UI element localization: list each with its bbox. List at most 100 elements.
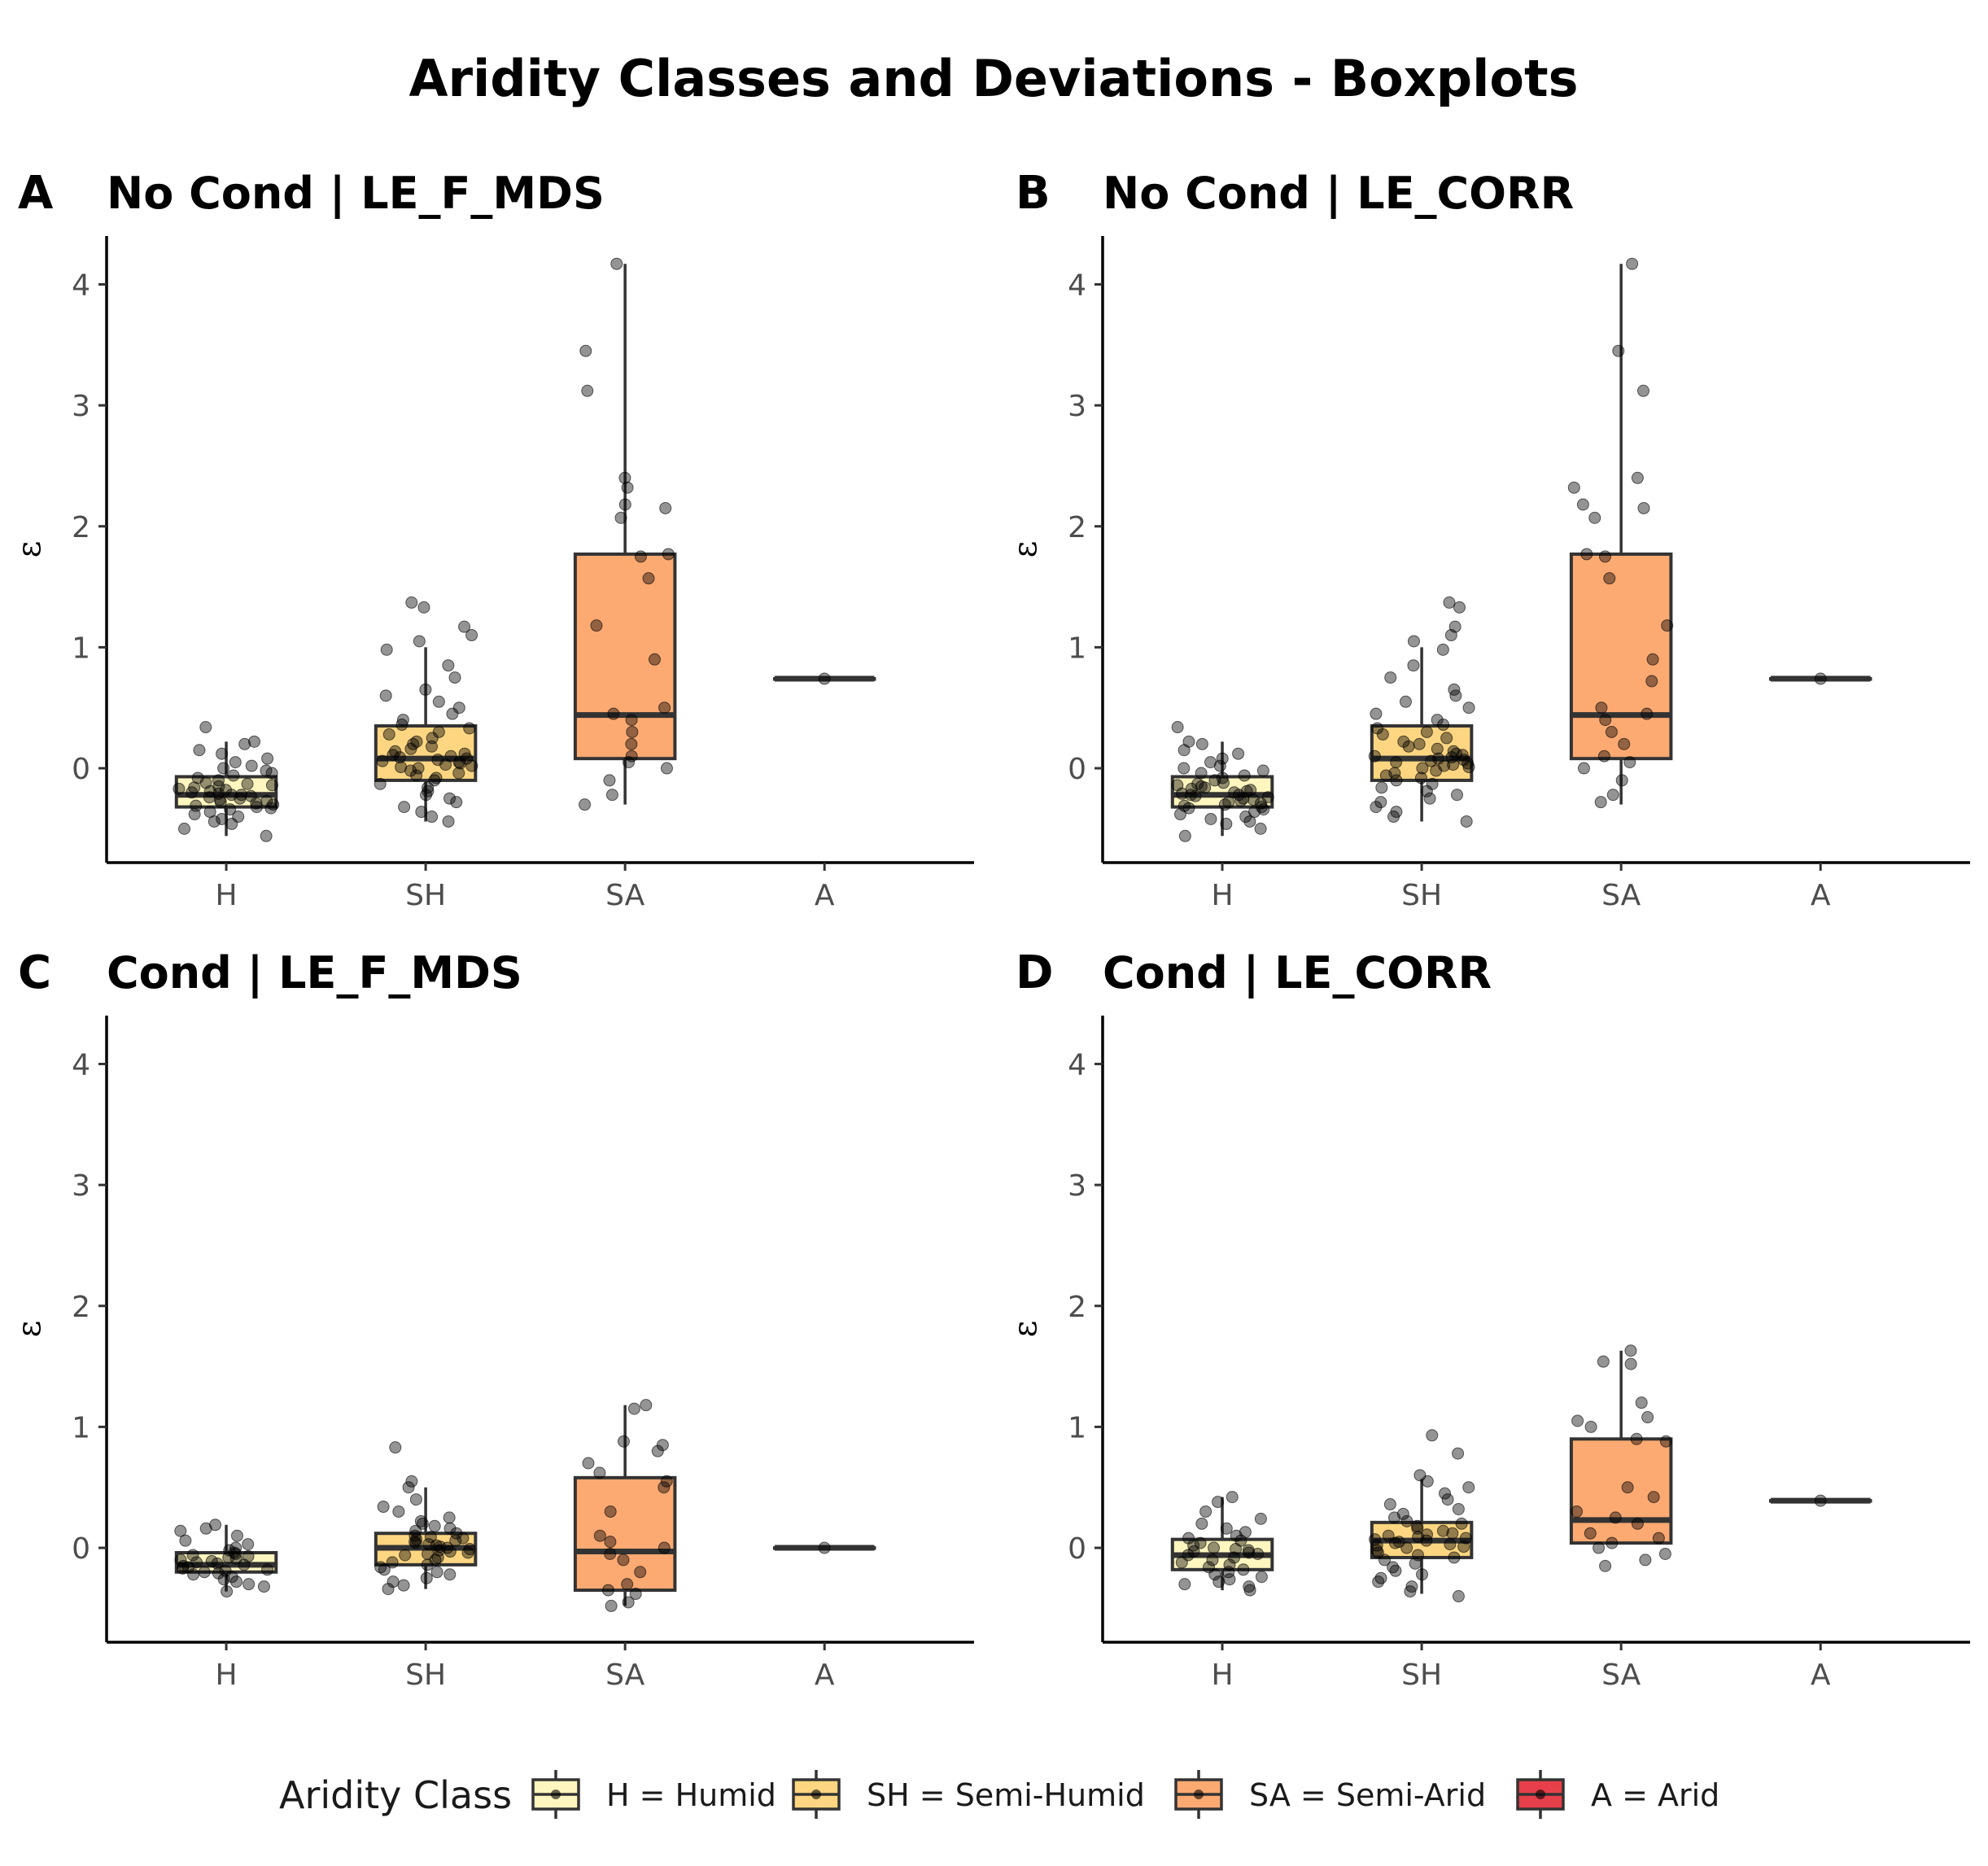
data-point — [409, 1524, 422, 1537]
data-point — [1178, 799, 1191, 812]
data-point — [1390, 756, 1403, 769]
data-point — [229, 1541, 242, 1554]
data-point — [1383, 1498, 1396, 1511]
data-point — [1171, 721, 1184, 734]
data-point — [229, 756, 242, 769]
data-point — [443, 1522, 457, 1535]
data-point — [241, 777, 254, 790]
data-point — [1370, 707, 1383, 720]
data-point — [618, 471, 631, 484]
data-point — [463, 722, 476, 735]
data-point — [1621, 1481, 1634, 1494]
data-point — [610, 257, 623, 270]
data-point — [1439, 1487, 1452, 1500]
data-point — [1254, 822, 1267, 835]
data-point — [173, 782, 186, 795]
data-point — [1195, 1517, 1208, 1530]
box-body — [1569, 1437, 1673, 1545]
panel-d: D Cond | LE_CORR ε 0 1 2 3 4 H SH SA A — [1007, 946, 1970, 1692]
data-point — [1413, 737, 1426, 750]
data-point — [448, 671, 461, 684]
data-point — [1570, 1505, 1583, 1518]
data-point — [1374, 1571, 1387, 1584]
data-point — [420, 1571, 433, 1584]
data-point — [605, 789, 618, 802]
data-point — [1247, 793, 1260, 806]
data-point — [242, 1538, 255, 1551]
data-point — [402, 1481, 415, 1494]
x-tick-label: SH — [405, 879, 446, 912]
legend-point — [551, 1790, 561, 1799]
box-body — [573, 1475, 677, 1593]
data-point — [1256, 764, 1269, 777]
x-tick-label: A — [815, 1658, 835, 1692]
data-point — [1598, 550, 1611, 563]
panel-letter: B — [1016, 167, 1051, 220]
data-point — [1374, 796, 1387, 809]
data-point — [1441, 1493, 1454, 1506]
data-point — [1397, 735, 1410, 748]
data-point — [221, 1585, 234, 1598]
data-point — [1659, 1435, 1672, 1448]
data-point — [1369, 1533, 1382, 1546]
data-point — [377, 1501, 390, 1514]
data-point — [1187, 1539, 1200, 1552]
data-point — [209, 1519, 222, 1532]
x-tick-label: SA — [605, 1658, 645, 1692]
data-point — [1606, 789, 1619, 802]
box-h — [1170, 1497, 1274, 1591]
data-point — [382, 728, 395, 741]
data-point — [1203, 1561, 1216, 1574]
data-point — [446, 707, 459, 720]
data-point — [1237, 1563, 1250, 1576]
data-point — [376, 754, 389, 767]
data-point — [227, 769, 240, 782]
data-point — [1448, 620, 1462, 633]
data-point — [1252, 1547, 1265, 1560]
data-point — [1189, 789, 1202, 802]
data-point — [658, 701, 671, 714]
data-point — [405, 596, 418, 609]
data-point — [1599, 714, 1612, 727]
y-tick-label: 0 — [1068, 1532, 1086, 1566]
data-point — [265, 779, 278, 792]
y-axis-label: ε — [1007, 1321, 1044, 1338]
data-point — [1452, 1502, 1465, 1515]
data-point — [190, 799, 203, 812]
data-point — [1603, 572, 1616, 585]
legend-title: Aridity Class — [279, 1773, 512, 1817]
data-point — [431, 754, 444, 767]
data-point — [618, 498, 631, 511]
data-point — [225, 1571, 238, 1584]
data-point — [1443, 596, 1456, 609]
data-point — [452, 756, 465, 769]
data-point — [1431, 714, 1444, 727]
data-point — [1641, 707, 1654, 720]
data-point — [1658, 1547, 1671, 1560]
data-point — [452, 701, 465, 714]
data-point — [199, 721, 212, 734]
data-point — [1440, 732, 1453, 745]
data-point — [1814, 672, 1827, 685]
data-point — [1424, 754, 1437, 767]
data-point — [1208, 1541, 1221, 1554]
data-point — [422, 784, 435, 798]
data-point — [235, 789, 248, 802]
data-point — [450, 1527, 463, 1540]
data-point — [1370, 801, 1383, 814]
data-point — [216, 747, 229, 760]
data-point — [379, 689, 392, 702]
data-point — [432, 695, 445, 708]
data-point — [1423, 792, 1436, 805]
data-point — [398, 801, 411, 814]
y-tick-label: 1 — [72, 631, 90, 665]
data-point — [1645, 675, 1658, 688]
y-tick-label: 2 — [72, 1291, 90, 1324]
data-point — [1212, 1496, 1225, 1509]
data-point — [1368, 749, 1381, 763]
data-point — [1191, 777, 1204, 790]
data-point — [1448, 683, 1461, 696]
data-point — [1239, 1526, 1252, 1539]
data-point — [626, 725, 639, 738]
